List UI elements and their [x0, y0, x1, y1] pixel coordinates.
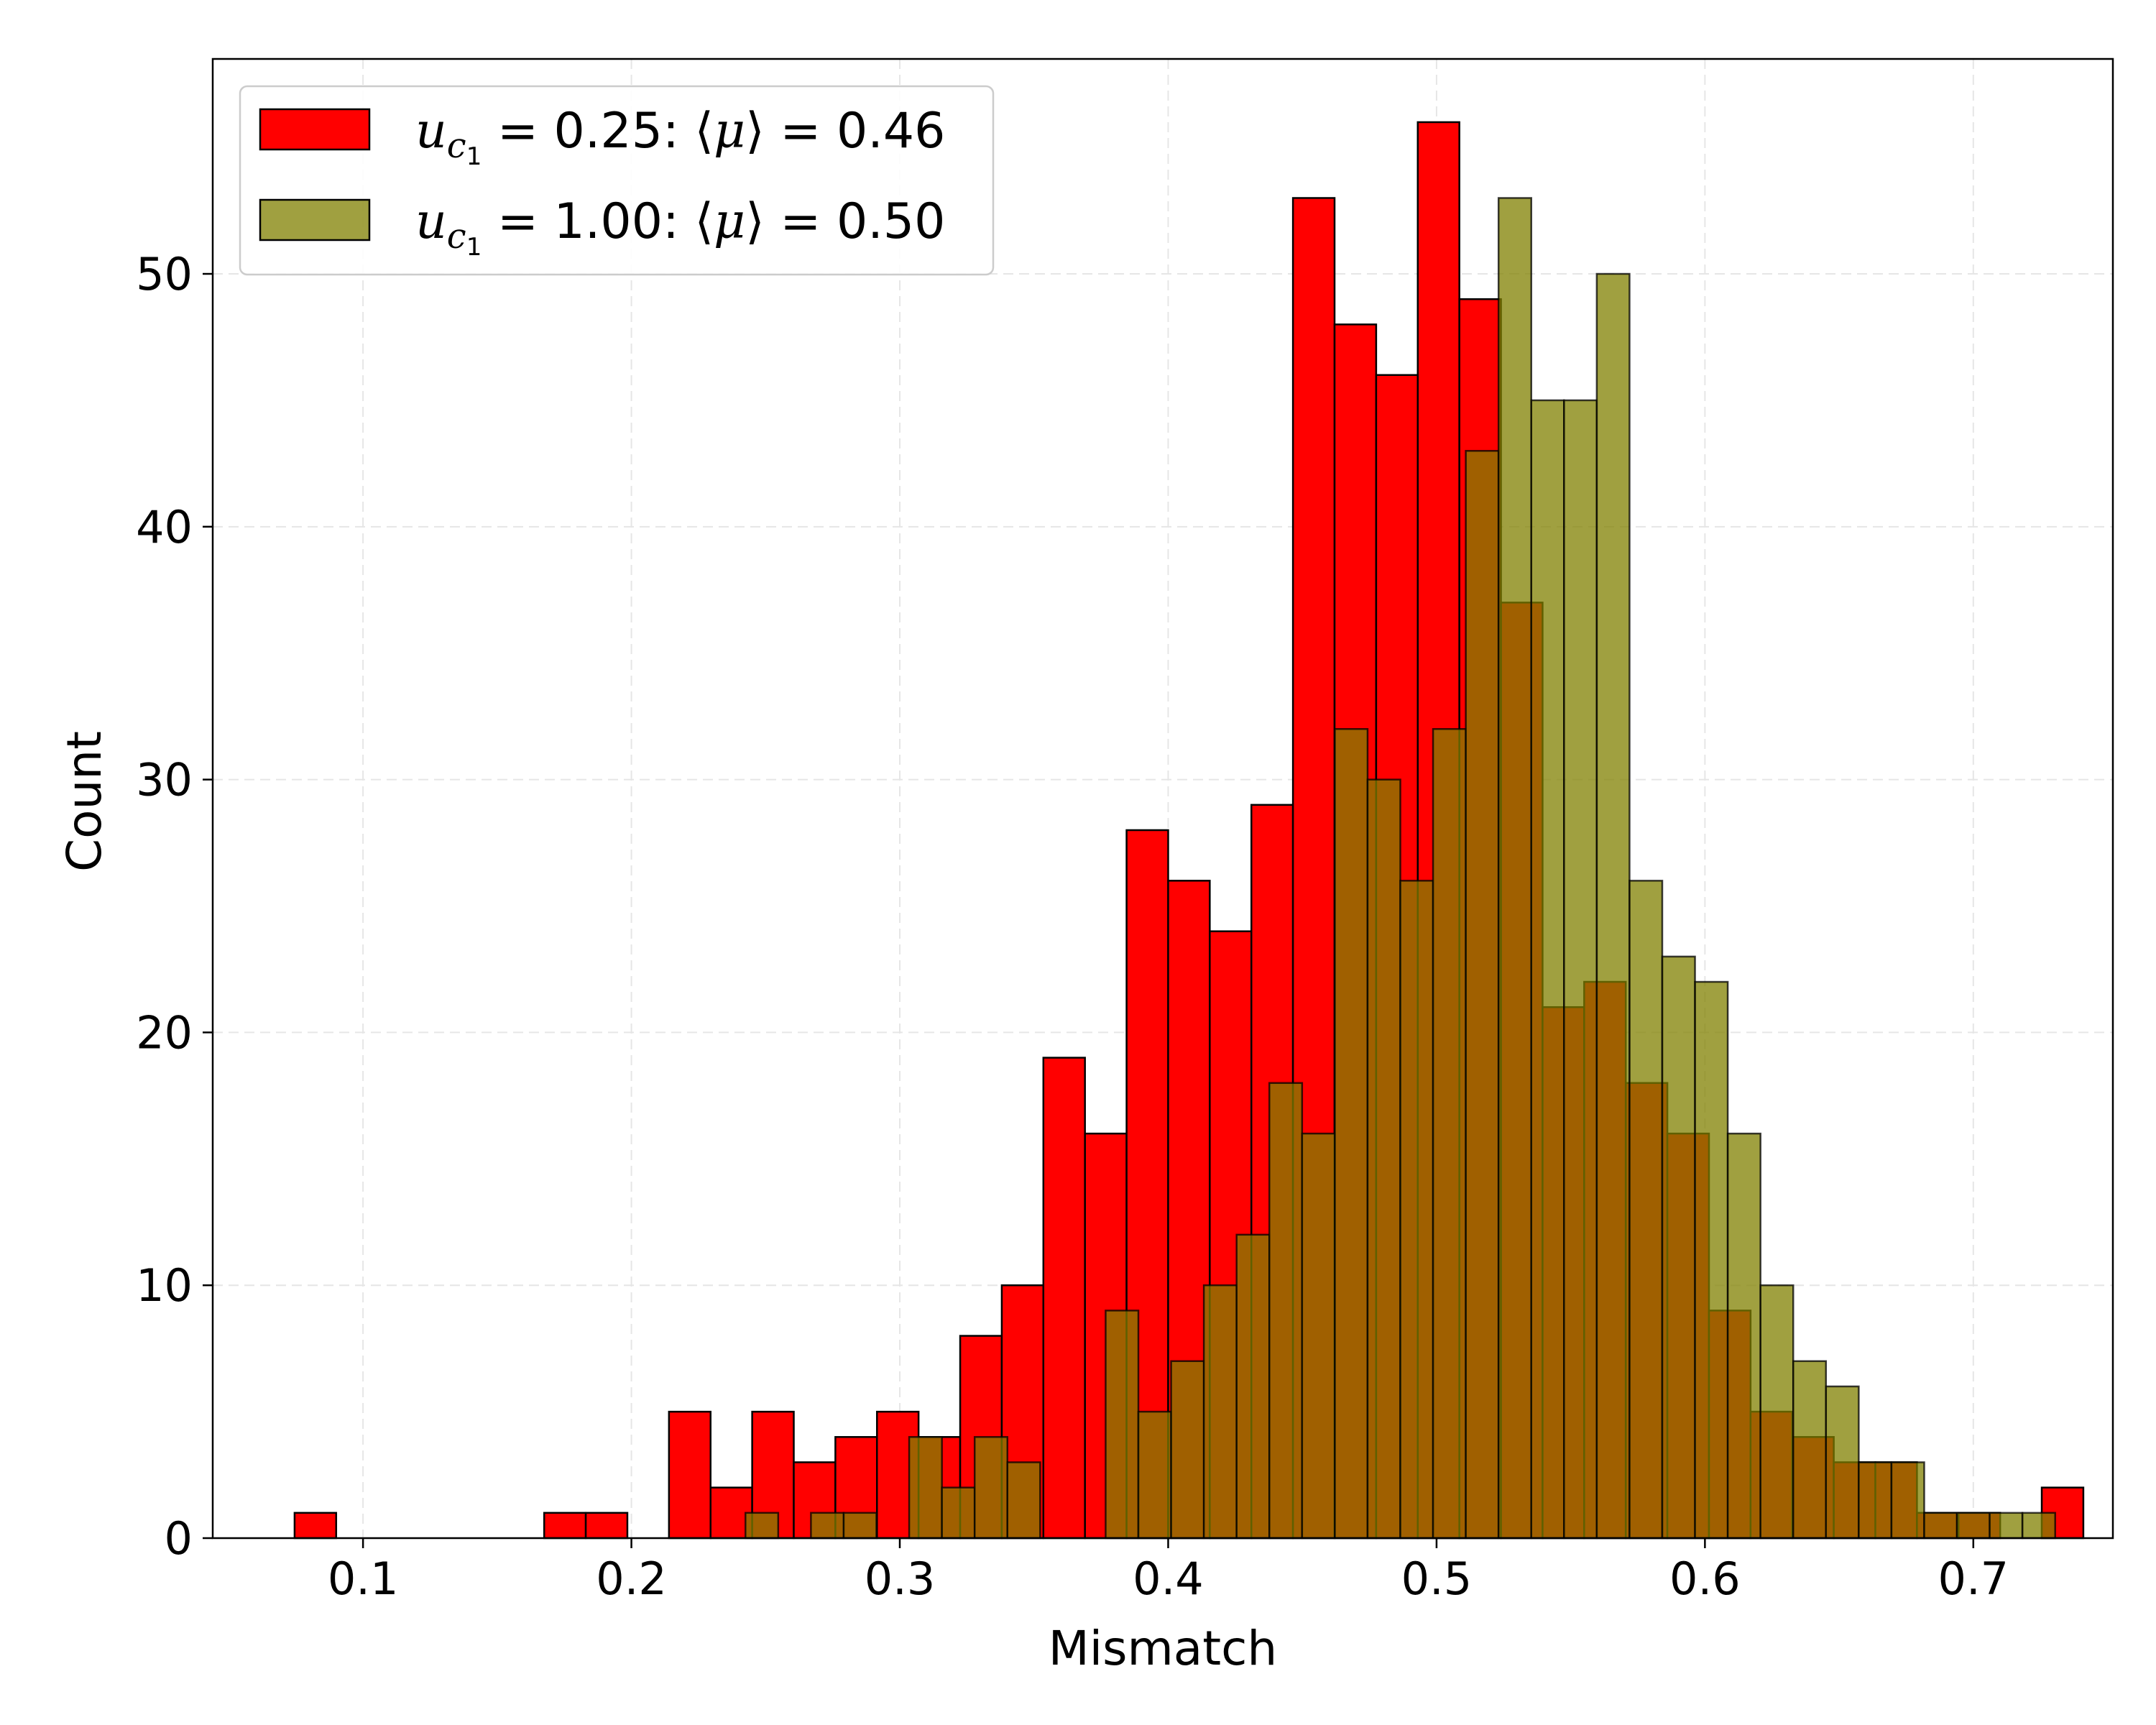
legend: uc1 = 0.25: ⟨μ⟩ = 0.46 uc1 = 1.00: ⟨μ⟩ =… [239, 85, 995, 276]
bar-s1-12 [1137, 1410, 1172, 1540]
y-axis-ticks: 0 10 20 30 40 50 [136, 248, 213, 1565]
bar-s1-37 [1955, 1512, 1991, 1540]
legend-swatch-red [259, 108, 371, 151]
bar-s1-36 [1923, 1512, 1958, 1540]
bar-s1-0 [745, 1512, 780, 1540]
bar-s0-7 [584, 1512, 629, 1540]
bar-s1-24 [1530, 399, 1565, 1540]
bar-s1-20 [1399, 880, 1434, 1540]
bar-s1-13 [1170, 1360, 1205, 1540]
x-tick-label-3: 0.4 [1133, 1552, 1204, 1605]
bar-s1-16 [1268, 1082, 1304, 1540]
bar-s1-19 [1366, 778, 1401, 1540]
bar-s1-15 [1235, 1233, 1271, 1540]
plot-frame [211, 58, 2114, 1540]
bar-s1-39 [2021, 1512, 2056, 1540]
bar-s0-6 [543, 1512, 587, 1540]
x-tick-label-2: 0.3 [865, 1552, 936, 1605]
bar-s1-30 [1726, 1132, 1761, 1540]
y-axis-label: Count [57, 731, 112, 872]
bar-s1-33 [1825, 1385, 1860, 1540]
legend-label-1: uc1 = 1.00: ⟨μ⟩ = 0.50 [415, 193, 945, 262]
bar-s1-38 [1989, 1512, 2024, 1540]
bar-s1-18 [1334, 728, 1369, 1540]
legend-box [239, 85, 995, 276]
y-tick-label-1: 10 [136, 1259, 193, 1312]
bar-s1-25 [1563, 399, 1598, 1540]
bar-s1-27 [1628, 880, 1664, 1540]
bar-s1-6 [941, 1486, 976, 1540]
bar-s1-34 [1858, 1461, 1893, 1540]
bar-s1-28 [1661, 955, 1696, 1540]
y-tick-label-3: 30 [136, 754, 193, 806]
bar-s1-11 [1105, 1310, 1140, 1540]
y-tick-label-5: 50 [136, 248, 193, 300]
bar-s0-0 [293, 1512, 338, 1540]
bar-s1-5 [908, 1436, 943, 1540]
bar-s1-22 [1465, 450, 1500, 1540]
y-tick-label-4: 40 [136, 501, 193, 553]
bar-s1-17 [1301, 1132, 1336, 1540]
bar-s1-2 [810, 1512, 845, 1540]
bar-s1-29 [1694, 980, 1729, 1540]
x-tick-label-4: 0.5 [1401, 1552, 1473, 1605]
x-axis-label: Mismatch [1049, 1621, 1277, 1676]
x-tick-label-1: 0.2 [596, 1552, 667, 1605]
bar-s1-32 [1792, 1360, 1828, 1540]
x-tick-label-6: 0.7 [1938, 1552, 2009, 1605]
bar-s1-14 [1202, 1284, 1238, 1540]
x-axis-ticks: 0.1 0.2 0.3 0.4 0.5 0.6 0.7 [328, 1538, 2009, 1605]
bar-s1-31 [1759, 1284, 1795, 1540]
bar-s0-18 [1042, 1057, 1086, 1540]
bar-s1-8 [1006, 1461, 1041, 1540]
x-tick-label-5: 0.6 [1669, 1552, 1741, 1605]
legend-label-0: uc1 = 0.25: ⟨μ⟩ = 0.46 [415, 103, 945, 171]
y-tick-label-0: 0 [165, 1512, 193, 1565]
bar-s1-26 [1595, 272, 1631, 1540]
bar-s1-3 [842, 1512, 877, 1540]
y-tick-label-2: 20 [136, 1006, 193, 1059]
bar-s1-35 [1890, 1461, 1925, 1540]
bar-s0-9 [668, 1410, 711, 1540]
x-tick-label-0: 0.1 [328, 1552, 399, 1605]
bar-s1-23 [1497, 197, 1532, 1540]
bar-s1-7 [973, 1436, 1009, 1540]
bar-s1-21 [1432, 728, 1467, 1540]
legend-swatch-olive [259, 198, 371, 242]
